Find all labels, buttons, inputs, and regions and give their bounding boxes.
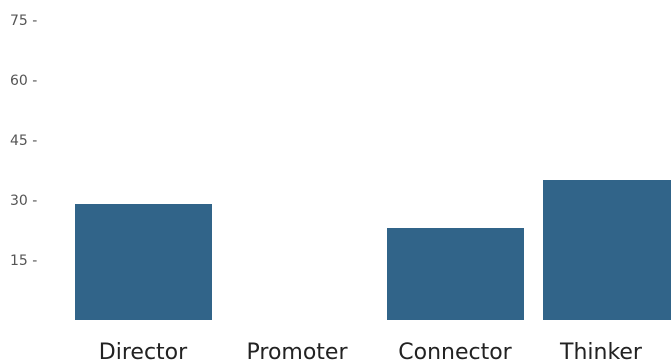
bar-connector (387, 228, 524, 320)
x-tick-label-director: Director (99, 340, 188, 363)
x-tick-label-promoter: Promoter (247, 340, 349, 363)
y-axis: 15 - 30 - 45 - 60 - 75 - (10, 13, 37, 269)
x-tick-label-thinker: Thinker (559, 340, 643, 363)
y-tick-label: 60 - (10, 73, 37, 89)
bars (75, 180, 671, 320)
y-tick-label: 30 - (10, 193, 37, 209)
y-tick-label: 15 - (10, 253, 37, 269)
bar-thinker (543, 180, 671, 320)
x-tick-label-connector: Connector (398, 340, 512, 363)
y-tick-label: 75 - (10, 13, 37, 29)
x-axis: Director Promoter Connector Thinker (99, 340, 643, 363)
y-tick-label: 45 - (10, 133, 37, 149)
bar-director (75, 204, 212, 320)
